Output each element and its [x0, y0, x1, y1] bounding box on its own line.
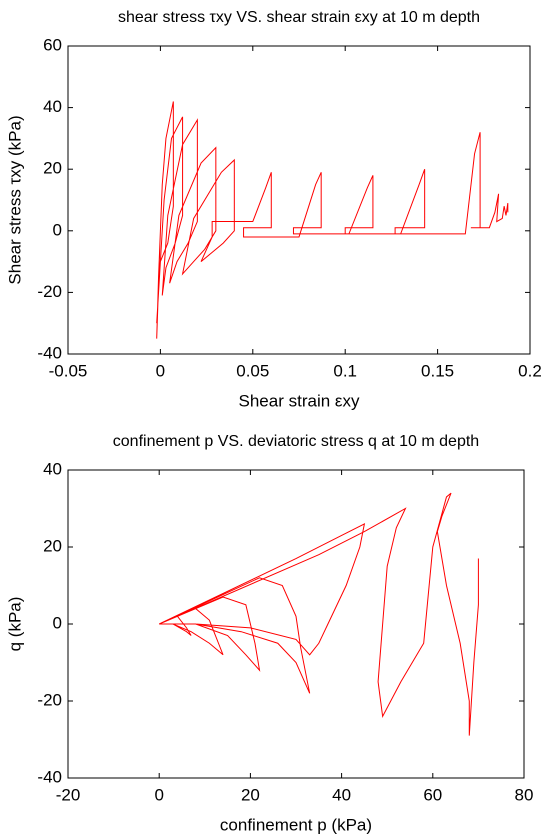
x-tick-label: -0.05 [49, 361, 88, 380]
x-axis-label: confinement p (kPa) [220, 815, 372, 834]
x-tick-label: 0.1 [333, 361, 357, 380]
data-line [156, 101, 509, 339]
y-axis-label: Shear stress τxy (kPa) [5, 115, 24, 284]
x-axis-label: Shear strain εxy [239, 391, 360, 410]
x-tick-label: -20 [56, 785, 81, 804]
x-tick-label: 0.15 [421, 361, 454, 380]
y-tick-label: 0 [53, 613, 62, 632]
y-tick-label: 40 [43, 459, 62, 478]
y-tick-label: 60 [43, 35, 62, 54]
x-tick-label: 0 [156, 361, 165, 380]
axes-box [67, 45, 531, 355]
x-tick-label: 60 [423, 785, 442, 804]
y-tick-label: -40 [37, 343, 62, 362]
x-tick-label: 0 [154, 785, 163, 804]
y-tick-label: 20 [43, 159, 62, 178]
y-tick-label: -40 [37, 767, 62, 786]
x-tick-label: 80 [515, 785, 534, 804]
y-tick-label: 0 [53, 220, 62, 239]
x-tick-label: 20 [241, 785, 260, 804]
x-tick-label: 0.2 [518, 361, 542, 380]
chart-title: shear stress τxy VS. shear strain εxy at… [118, 9, 480, 26]
y-axis-label: q (kPa) [5, 597, 24, 652]
axes-box [67, 469, 525, 779]
y-tick-label: 20 [43, 536, 62, 555]
y-tick-label: -20 [37, 282, 62, 301]
y-tick-label: -20 [37, 690, 62, 709]
data-line [158, 492, 479, 736]
x-tick-label: 0.05 [236, 361, 269, 380]
y-tick-label: 40 [43, 97, 62, 116]
chart-title: confinement p VS. deviatoric stress q at… [113, 433, 479, 450]
x-tick-label: 40 [332, 785, 351, 804]
